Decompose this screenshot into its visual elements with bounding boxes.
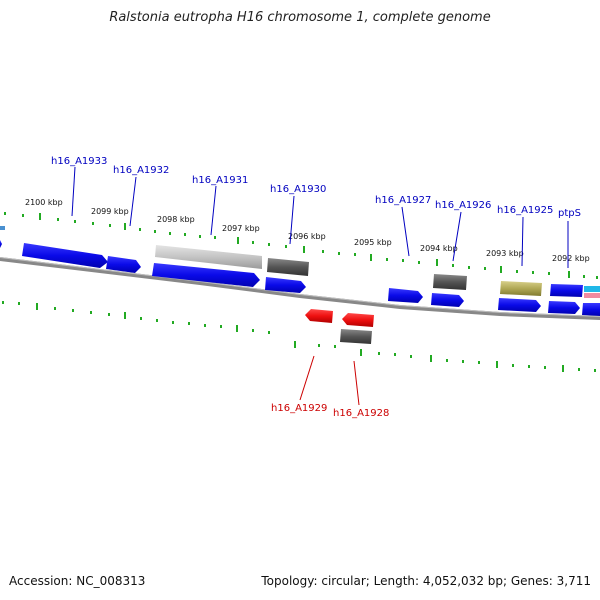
gene-label: h16_A1933: [51, 156, 107, 167]
gene-label: h16_A1932: [113, 165, 169, 176]
gene-h16-A1925-b[interactable]: [498, 298, 541, 312]
leader-line: [401, 206, 410, 257]
kbp-label: 2095 kbp: [354, 238, 392, 247]
kbp-label: 2097 kbp: [222, 224, 260, 233]
major-tick: [124, 223, 126, 230]
major-tick: [39, 213, 41, 220]
gene-right-edge-cyan[interactable]: [584, 286, 600, 292]
major-tick: [568, 271, 570, 278]
leader-line: [210, 185, 217, 236]
gene-h16-A1930-b[interactable]: [265, 277, 306, 293]
gene-h16-A1933[interactable]: [22, 243, 108, 268]
gene-h16-A1931[interactable]: [155, 245, 262, 269]
forward-genes: [0, 226, 600, 316]
major-tick: [294, 341, 296, 348]
major-tick: [360, 349, 362, 356]
gene-h16-A1925[interactable]: [500, 281, 542, 296]
kbp-label: 2096 kbp: [288, 232, 326, 241]
chromosome-backbone: [0, 257, 600, 320]
map-title: Ralstonia eutropha H16 chromosome 1, com…: [109, 10, 491, 25]
genome-summary: Topology: circular; Length: 4,052,032 bp…: [261, 574, 591, 588]
gene-small-left-edge[interactable]: [0, 226, 5, 230]
major-tick: [430, 355, 432, 362]
reverse-genes: [305, 309, 374, 344]
leader-line: [71, 166, 76, 217]
gene-label: ptpS: [558, 208, 581, 219]
lower-ruler: [2, 301, 596, 372]
leader-line: [452, 211, 462, 262]
kbp-label: 2099 kbp: [91, 207, 129, 216]
gene-h16-A1928-b[interactable]: [340, 329, 372, 344]
gene-label: h16_A1931: [192, 175, 248, 186]
gene-label: h16_A1930: [270, 184, 326, 195]
major-tick: [236, 325, 238, 332]
kbp-label: 2093 kbp: [486, 249, 524, 258]
upper-ruler: [4, 212, 598, 279]
major-tick: [36, 303, 38, 310]
gene-ptpS[interactable]: [550, 284, 583, 297]
gene-arrow-left-edge[interactable]: [0, 240, 2, 248]
major-tick: [303, 246, 305, 253]
major-tick: [436, 259, 438, 266]
gene-label: h16_A1929: [271, 403, 327, 414]
gene-h16-A1930[interactable]: [267, 258, 309, 276]
major-tick: [237, 237, 239, 244]
gene-h16-A1932[interactable]: [106, 256, 141, 273]
kbp-label: 2092 kbp: [552, 254, 590, 263]
gene-label: h16_A1928: [333, 408, 389, 419]
gene-label: h16_A1927: [375, 195, 431, 206]
kbp-label: 2100 kbp: [25, 198, 63, 207]
gene-h16-A1928[interactable]: [342, 313, 374, 327]
gene-ptpS-b[interactable]: [548, 301, 580, 314]
gene-h16-A1926[interactable]: [433, 274, 467, 290]
major-tick: [500, 266, 502, 273]
kbp-label: 2094 kbp: [420, 244, 458, 253]
gene-h16-A1931-b[interactable]: [152, 263, 260, 287]
gene-right-edge-pink[interactable]: [584, 293, 600, 298]
gene-label: h16_A1926: [435, 200, 491, 211]
accession-text: Accession: NC_008313: [9, 574, 146, 588]
leader-line: [289, 195, 295, 245]
leader-line: [129, 176, 137, 227]
gene-right-edge-blue[interactable]: [582, 303, 600, 316]
major-tick: [562, 365, 564, 372]
major-tick: [496, 361, 498, 368]
leader-line: [299, 355, 315, 401]
gene-h16-A1927[interactable]: [388, 288, 423, 303]
gene-h16-A1929[interactable]: [305, 309, 333, 323]
leader-line: [353, 360, 360, 406]
leader-line: [521, 216, 524, 267]
gene-h16-A1926-b[interactable]: [431, 293, 464, 307]
major-tick: [124, 312, 126, 319]
major-tick: [370, 254, 372, 261]
kbp-label: 2098 kbp: [157, 215, 195, 224]
gene-label: h16_A1925: [497, 205, 553, 216]
